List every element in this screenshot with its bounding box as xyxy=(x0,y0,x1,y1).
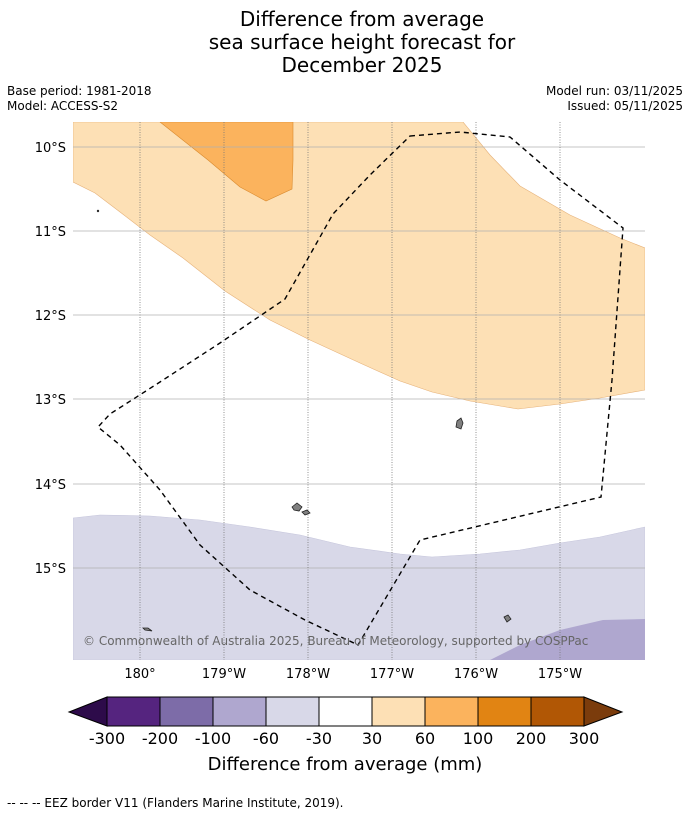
meta-right: Model run: 03/11/2025 Issued: 05/11/2025 xyxy=(546,84,683,114)
colorbar-bin xyxy=(318,696,373,727)
islands xyxy=(96,209,512,632)
lat-label: 12°S xyxy=(35,309,66,324)
colorbar-tick-label: 300 xyxy=(569,729,600,748)
lon-label: 178°W xyxy=(286,667,330,682)
colorbar-bin xyxy=(530,696,585,727)
issued-date: Issued: 05/11/2025 xyxy=(567,99,683,113)
anomaly-region-neg60-neg100 xyxy=(490,619,645,660)
colorbar-bin xyxy=(106,696,161,727)
map-area: © Commonwealth of Australia 2025, Bureau… xyxy=(73,122,645,660)
anomaly-region-60-100 xyxy=(159,122,294,202)
title-line-1: Difference from average xyxy=(239,7,485,31)
title-line-3: December 2025 xyxy=(281,53,443,77)
colorbar-tick-label: 30 xyxy=(362,729,382,748)
copyright-notice: © Commonwealth of Australia 2025, Bureau… xyxy=(83,634,588,648)
colorbar-bin xyxy=(371,696,426,727)
island-futuna xyxy=(291,502,303,512)
colorbar-tick-label: 60 xyxy=(415,729,435,748)
lat-label: 13°S xyxy=(35,393,66,408)
lon-label: 180° xyxy=(124,667,155,682)
colorbar: -300 -200 -100 -60 -30 30 60 100 200 300… xyxy=(67,696,624,775)
lat-label: 11°S xyxy=(35,225,66,240)
anomaly-region-neg30-neg60 xyxy=(73,514,645,660)
colorbar-bin xyxy=(159,696,214,727)
colorbar-bin xyxy=(265,696,320,727)
lat-label: 14°S xyxy=(35,478,66,493)
colorbar-over-triangle xyxy=(583,696,624,727)
colorbar-tick-label: 200 xyxy=(516,729,547,748)
colorbar-tick-label: -300 xyxy=(89,729,125,748)
island-small-east xyxy=(503,614,512,623)
colorbar-bin xyxy=(212,696,267,727)
meta-left: Base period: 1981-2018 Model: ACCESS-S2 xyxy=(7,84,152,114)
lat-label: 15°S xyxy=(35,562,66,577)
colorbar-ticks: -300 -200 -100 -60 -30 30 60 100 200 300 xyxy=(89,729,599,748)
base-period: Base period: 1981-2018 xyxy=(7,84,152,98)
lon-label: 177°W xyxy=(370,667,414,682)
colorbar-tick-label: -200 xyxy=(142,729,178,748)
title-line-2: sea surface height forecast for xyxy=(208,30,516,54)
colorbar-label: Difference from average (mm) xyxy=(208,754,483,775)
lat-labels: 10°S 11°S 12°S 13°S 14°S 15°S xyxy=(35,141,66,577)
lat-label: 10°S xyxy=(35,141,66,156)
lon-label: 175°W xyxy=(538,667,582,682)
eez-legend-note: -- -- -- EEZ border V11 (Flanders Marine… xyxy=(7,796,344,810)
island-wallis xyxy=(455,417,464,430)
model-run: Model run: 03/11/2025 xyxy=(545,84,683,98)
colorbar-tick-label: -100 xyxy=(195,729,231,748)
colorbar-bin xyxy=(424,696,479,727)
lon-label: 179°W xyxy=(202,667,246,682)
islet-northwest xyxy=(96,209,100,213)
colorbar-under-triangle xyxy=(67,696,108,727)
colorbar-tick-label: -60 xyxy=(253,729,279,748)
colorbar-tick-label: 100 xyxy=(463,729,494,748)
colorbar-tick-label: -30 xyxy=(306,729,332,748)
island-small-west xyxy=(142,627,153,632)
lat-gridlines xyxy=(73,146,645,569)
lon-gridlines xyxy=(139,122,561,660)
lon-label: 176°W xyxy=(454,667,498,682)
island-alofi xyxy=(301,509,311,516)
colorbar-bin xyxy=(477,696,532,727)
model-name: Model: ACCESS-S2 xyxy=(7,99,119,113)
lon-labels: 180° 179°W 178°W 177°W 176°W 175°W xyxy=(124,667,582,682)
chart-title: Difference from average sea surface heig… xyxy=(0,8,690,77)
